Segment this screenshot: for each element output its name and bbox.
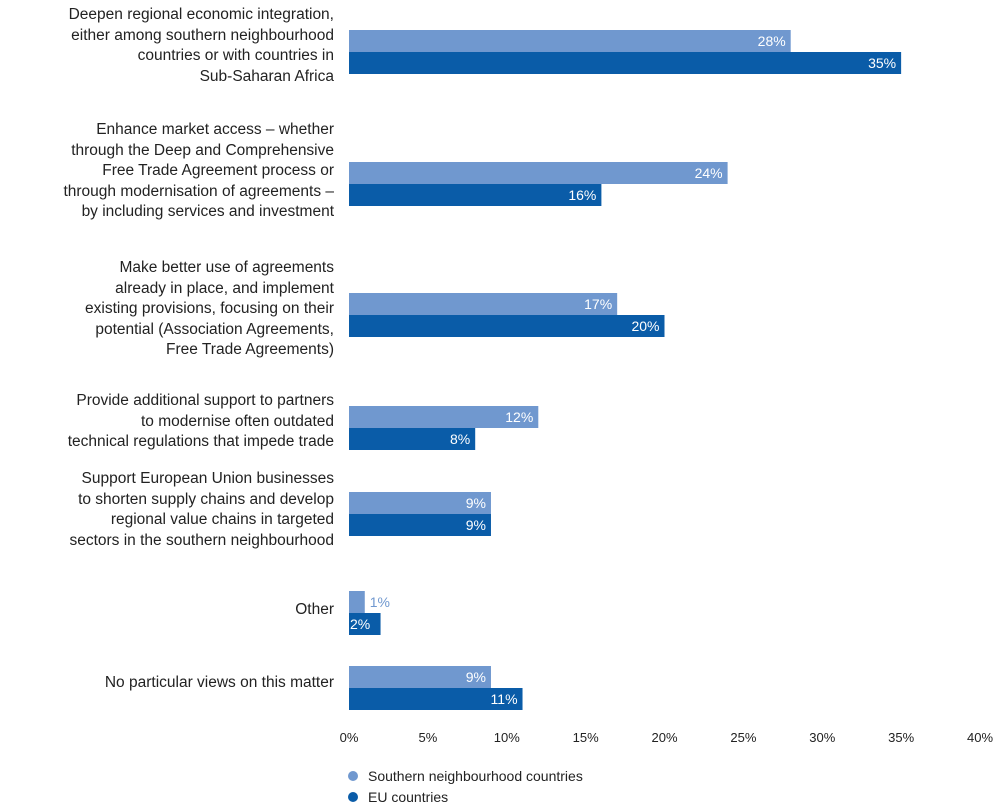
- category-label: Make better use of agreements already in…: [85, 259, 334, 358]
- category-label: Enhance market access – whether through …: [63, 121, 334, 220]
- bar-southern-2: [349, 293, 618, 315]
- x-tick-label: 20%: [651, 730, 677, 745]
- bar-southern-3: [349, 406, 539, 428]
- data-label-southern-0: 28%: [758, 33, 786, 49]
- bar-eu-1: [349, 184, 602, 206]
- bar-southern-0: [349, 30, 791, 52]
- legend-swatch: [348, 791, 358, 802]
- legend-item: Southern neighbourhood countries: [348, 765, 583, 786]
- category-label: Other: [295, 601, 334, 618]
- x-tick-label: 35%: [888, 730, 914, 745]
- legend: Southern neighbourhood countries EU count…: [348, 765, 583, 807]
- data-label-southern-1: 24%: [695, 165, 723, 181]
- data-label-southern-2: 17%: [584, 296, 612, 312]
- legend-label: EU countries: [368, 788, 449, 805]
- data-label-eu-3: 8%: [450, 431, 470, 447]
- bar-eu-4: [349, 514, 491, 536]
- category-label: Provide additional support to partners t…: [67, 392, 334, 450]
- data-label-southern-6: 9%: [466, 669, 486, 685]
- x-tick-label: 5%: [418, 730, 437, 745]
- legend-swatch: [348, 770, 358, 781]
- legend-item: EU countries: [348, 786, 583, 807]
- data-label-eu-4: 9%: [466, 517, 486, 533]
- x-tick-label: 40%: [967, 730, 993, 745]
- data-label-southern-4: 9%: [466, 495, 486, 511]
- x-tick-label: 25%: [730, 730, 756, 745]
- category-label: No particular views on this matter: [104, 674, 334, 691]
- category-label: Support European Union businesses to sho…: [69, 470, 334, 549]
- category-label: Deepen regional economic integration, ei…: [68, 6, 334, 85]
- data-label-eu-5: 2%: [350, 616, 370, 632]
- data-label-eu-1: 16%: [568, 187, 596, 203]
- data-label-eu-6: 11%: [491, 691, 518, 707]
- x-tick-label: 30%: [809, 730, 835, 745]
- bar-southern-5: [349, 591, 365, 613]
- data-label-eu-0: 35%: [868, 55, 896, 71]
- x-tick-label: 0%: [340, 730, 359, 745]
- data-label-eu-2: 20%: [631, 318, 659, 334]
- data-label-southern-3: 12%: [505, 409, 533, 425]
- bar-eu-3: [349, 428, 476, 450]
- bar-eu-0: [349, 52, 902, 74]
- legend-label: Southern neighbourhood countries: [368, 767, 583, 784]
- x-tick-label: 15%: [573, 730, 599, 745]
- bar-eu-6: [349, 688, 523, 710]
- bar-eu-5: [349, 613, 381, 635]
- bar-southern-1: [349, 162, 728, 184]
- x-tick-label: 10%: [494, 730, 520, 745]
- bar-southern-6: [349, 666, 491, 688]
- data-label-southern-5: 1%: [370, 594, 390, 610]
- bar-southern-4: [349, 492, 491, 514]
- bar-eu-2: [349, 315, 665, 337]
